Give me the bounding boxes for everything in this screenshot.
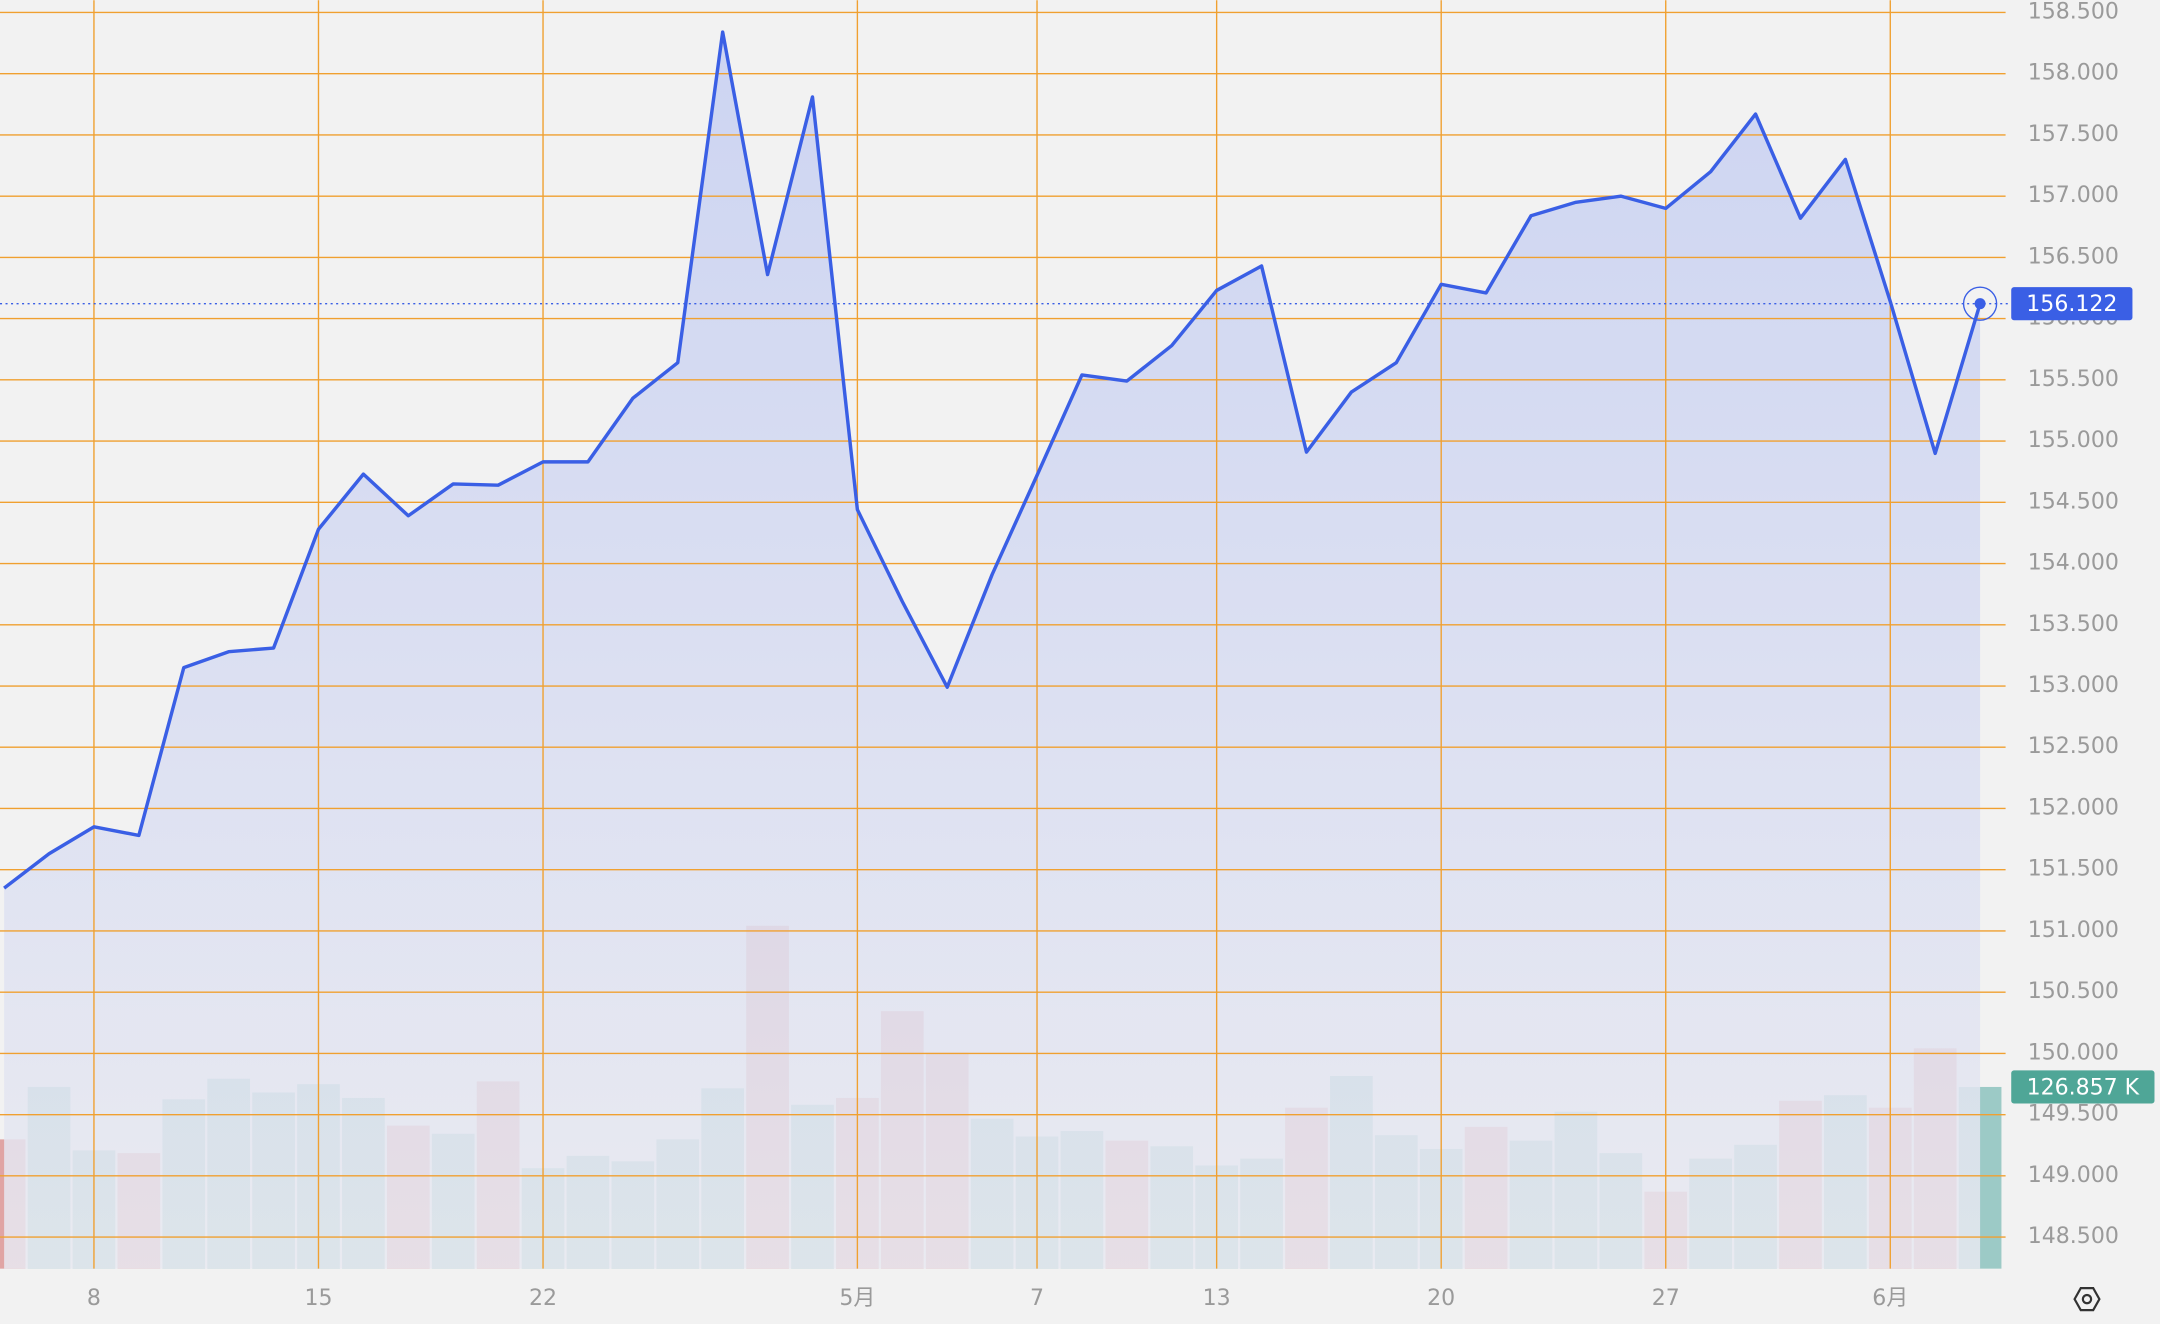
y-tick-label: 150.000	[2028, 1040, 2119, 1065]
last-price-tag	[2011, 287, 2133, 321]
y-tick-label: 149.000	[2028, 1163, 2119, 1188]
y-tick-label: 152.500	[2028, 734, 2119, 759]
price-line	[3, 30, 1982, 890]
price-area	[4, 32, 1981, 1269]
y-tick-label: 149.500	[2028, 1102, 2119, 1127]
y-tick-label: 157.000	[2028, 183, 2119, 208]
last-price-label: 156.122	[2026, 292, 2117, 317]
y-tick-label: 153.500	[2028, 612, 2119, 637]
x-tick-label: 7	[1030, 1286, 1044, 1311]
x-tick-label: 27	[1652, 1286, 1680, 1311]
y-tick-label: 151.000	[2028, 918, 2119, 943]
y-tick-label: 150.500	[2028, 979, 2119, 1004]
y-tick-label: 156.500	[2028, 244, 2119, 269]
x-tick-label: 15	[304, 1286, 332, 1311]
last-price-halo	[1962, 286, 1998, 321]
y-tick-label: 154.500	[2028, 489, 2119, 514]
y-tick-label: 154.000	[2028, 551, 2119, 576]
y-tick-label: 153.000	[2028, 673, 2119, 698]
x-tick-label: 22	[529, 1286, 557, 1311]
x-tick-label: 6月	[1872, 1286, 1908, 1311]
y-tick-label: 155.500	[2028, 367, 2119, 392]
x-tick-label: 13	[1203, 1286, 1231, 1311]
y-tick-label: 151.500	[2028, 857, 2119, 882]
y-tick-label: 148.500	[2028, 1224, 2119, 1249]
settings-icon[interactable]	[2073, 1286, 2101, 1312]
last-price-dot	[1974, 298, 1986, 310]
plot-area	[0, 0, 2006, 1269]
x-tick-label: 5月	[839, 1286, 875, 1311]
y-tick-label: 157.500	[2028, 122, 2119, 147]
x-tick-label: 8	[87, 1286, 101, 1311]
last-volume-label: 126.857 K	[2027, 1075, 2140, 1100]
y-tick-label: 155.000	[2028, 428, 2119, 453]
y-tick-label: 158.500	[2028, 0, 2119, 24]
y-tick-label: 158.000	[2028, 61, 2119, 86]
x-tick-label: 20	[1427, 1286, 1455, 1311]
last-volume-tag	[2011, 1070, 2155, 1104]
y-tick-label: 152.000	[2028, 795, 2119, 820]
